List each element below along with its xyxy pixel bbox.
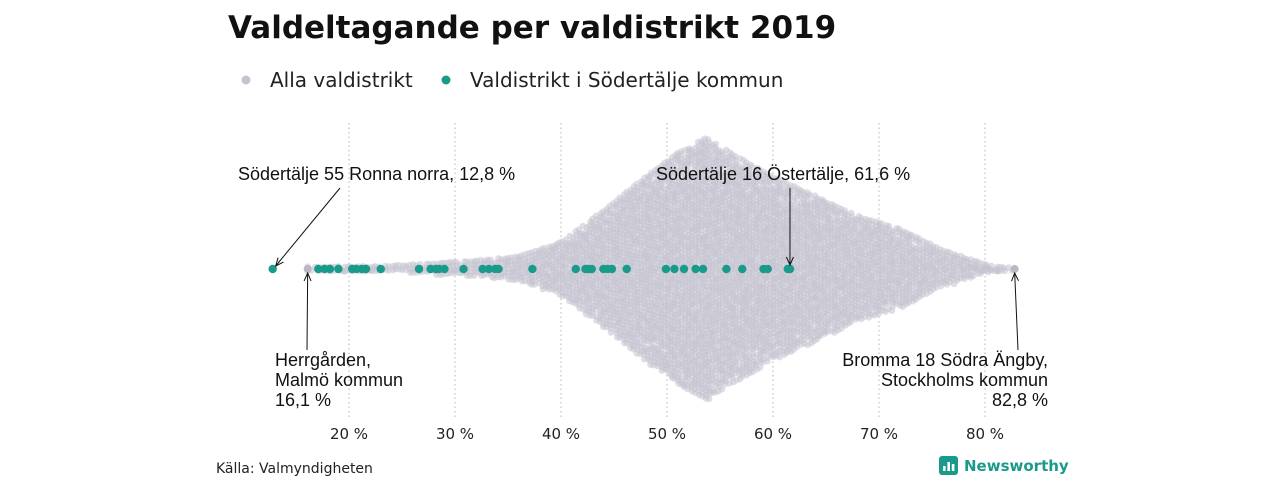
district-point bbox=[607, 329, 615, 336]
chart-title: Valdeltagande per valdistrikt 2019 bbox=[228, 10, 836, 46]
district-point bbox=[764, 357, 771, 365]
legend-label-sodertalje: Valdistrikt i Södertälje kommun bbox=[470, 68, 783, 92]
legend-marker-all bbox=[241, 75, 251, 85]
legend: Alla valdistrikt Valdistrikt i Södertälj… bbox=[241, 68, 783, 92]
district-point bbox=[705, 395, 713, 403]
legend-label-all: Alla valdistrikt bbox=[270, 68, 413, 92]
district-point bbox=[888, 307, 896, 314]
legend-marker-sodertalje bbox=[441, 75, 451, 85]
